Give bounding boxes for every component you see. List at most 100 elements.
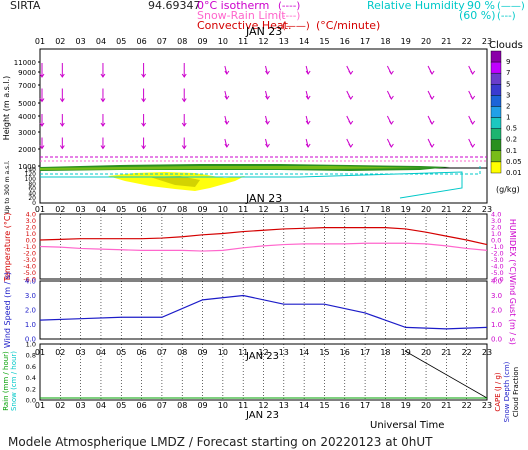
wind-speed-ylabel: Wind Speed (m / s)	[3, 272, 12, 348]
footer-text: Modele Atmospherique LMDZ / Forecast sta…	[8, 435, 433, 449]
legend-rh: Relative Humidity	[367, 0, 465, 12]
hour-tick-label: 09	[197, 37, 207, 46]
wind-arrow-head	[388, 120, 394, 125]
humidex-tick-label: -6.0	[491, 276, 504, 284]
low-height-tick-label: 20	[28, 195, 36, 202]
hour-tick-label: 04	[96, 401, 106, 410]
colorbar-segment	[490, 139, 502, 152]
wind-arrow-head	[429, 143, 435, 148]
temperature-tick-label: -3.0	[23, 256, 36, 264]
hour-tick-label: 18	[380, 37, 390, 46]
precip-tick-label: 0.2	[26, 385, 36, 393]
hour-tick-label: 20	[421, 205, 431, 214]
precip-tick-label: 0.0	[26, 397, 36, 405]
wind-arrow-head	[265, 95, 270, 100]
temperature-tick-label: 3.0	[26, 217, 36, 225]
wind-panel	[39, 280, 488, 340]
legend-convective-unit: (°C/minute)	[316, 19, 380, 32]
height-tick-label: 5000	[18, 100, 36, 108]
legend-rh-symbol-90: (——)	[497, 1, 525, 12]
hour-tick-label: 13	[279, 348, 289, 357]
wind-arrow-head	[141, 73, 147, 78]
low-height-tick-label: 0	[32, 200, 36, 207]
hour-tick-label: 08	[177, 37, 187, 46]
colorbar-segment	[490, 117, 502, 129]
hour-tick-label: 05	[116, 37, 126, 46]
hour-tick-label: 20	[421, 37, 431, 46]
hour-tick-label: 09	[197, 205, 207, 214]
wind-arrow-head	[265, 70, 270, 75]
hour-tick-label: 09	[197, 348, 207, 357]
hour-tick-label: 06	[136, 37, 146, 46]
legend-snow-rain-symbol: (----)	[278, 11, 300, 22]
temperature-tick-label: -2.0	[23, 250, 36, 258]
temperature-tick-label: -5.0	[23, 269, 36, 277]
hour-tick-label: 19	[401, 401, 411, 410]
hour-tick-label: 21	[441, 205, 451, 214]
hour-tick-label: 22	[462, 205, 472, 214]
humidex-tick-label: 0.0	[491, 237, 501, 245]
colorbar-label: 5	[506, 80, 510, 88]
chart-marks: 01 02 03 04 05 06 07 08 09 10 11 12 13 14 15 16 17 18 19 20…	[14, 37, 522, 410]
precip-tick-label: 1.0	[26, 341, 36, 349]
precip-tick-label: 0.8	[26, 352, 36, 360]
hour-tick-label: 16	[340, 401, 350, 410]
temperature-tick-label: 4.0	[26, 211, 36, 219]
hour-tick-label: 02	[55, 37, 65, 46]
wind-tick-label: 2.0	[25, 307, 36, 315]
height-tick-label: 7000	[18, 82, 36, 90]
day-label-bottom-2: JAN 23	[245, 410, 279, 421]
wind-arrow-head	[470, 70, 476, 75]
hour-tick-label: 15	[319, 205, 329, 214]
hour-tick-label: 03	[76, 37, 86, 46]
snow-depth-ylabel: Snow Depth (cm)	[503, 361, 511, 422]
wind-arrow-head	[59, 145, 65, 150]
hour-tick-label: 19	[401, 205, 411, 214]
clouds-ylabel-low: Up to 300 m a.s.l.	[4, 160, 11, 213]
wind-speed-line	[39, 294, 488, 330]
wind-arrow-head	[305, 143, 311, 148]
temperature-tick-label: -6.0	[23, 276, 36, 284]
cape-ylabel: CAPE (J / g)	[494, 372, 502, 412]
humidex-tick-label: 2.0	[491, 224, 501, 232]
hour-tick-label: 21	[441, 348, 451, 357]
hour-tick-label: 14	[299, 37, 309, 46]
temperature-tick-label: 2.0	[26, 224, 36, 232]
hour-tick-label: 11	[238, 37, 248, 46]
gust-tick-label: 2.0	[491, 307, 502, 315]
hour-tick-label: 17	[360, 348, 370, 357]
wind-arrow-head	[224, 70, 230, 75]
hour-tick-label: 02	[55, 348, 65, 357]
colorbar-unit: (g/kg)	[496, 185, 520, 194]
hour-tick-label: 23	[482, 348, 492, 357]
colorbar-segment	[490, 161, 502, 174]
colorbar-label: 3	[506, 91, 510, 99]
temperature-tick-label: 1.0	[26, 230, 36, 238]
low-height-tick-label: 100	[25, 176, 37, 183]
hour-tick-label: 10	[218, 205, 228, 214]
hour-tick-label: 12	[258, 205, 268, 214]
wind-arrow-head	[224, 143, 230, 148]
hour-tick-label: 13	[279, 205, 289, 214]
hour-tick-label: 21	[441, 37, 451, 46]
height-tick-label: 9000	[18, 69, 36, 77]
height-tick-label: 2000	[18, 146, 36, 154]
hour-tick-label: 23	[482, 205, 492, 214]
rh-60-line	[40, 165, 481, 175]
hour-tick-label: 16	[340, 348, 350, 357]
wind-arrow-head	[470, 120, 476, 125]
hour-tick-label: 06	[136, 401, 146, 410]
wind-arrow-head	[388, 70, 394, 75]
hour-tick-label: 22	[462, 348, 472, 357]
hour-tick-label: 07	[157, 401, 167, 410]
wind-arrow-head	[141, 145, 147, 150]
hour-tick-label: 22	[462, 37, 472, 46]
hour-tick-label: 13	[279, 401, 289, 410]
hour-tick-label: 01	[35, 205, 45, 214]
colorbar-segment	[490, 95, 502, 107]
legend-convective-symbol: (——)	[282, 21, 310, 32]
clouds-panel	[39, 48, 488, 204]
temperature-series-line	[39, 227, 488, 246]
hour-tick-label: 01	[35, 401, 45, 410]
